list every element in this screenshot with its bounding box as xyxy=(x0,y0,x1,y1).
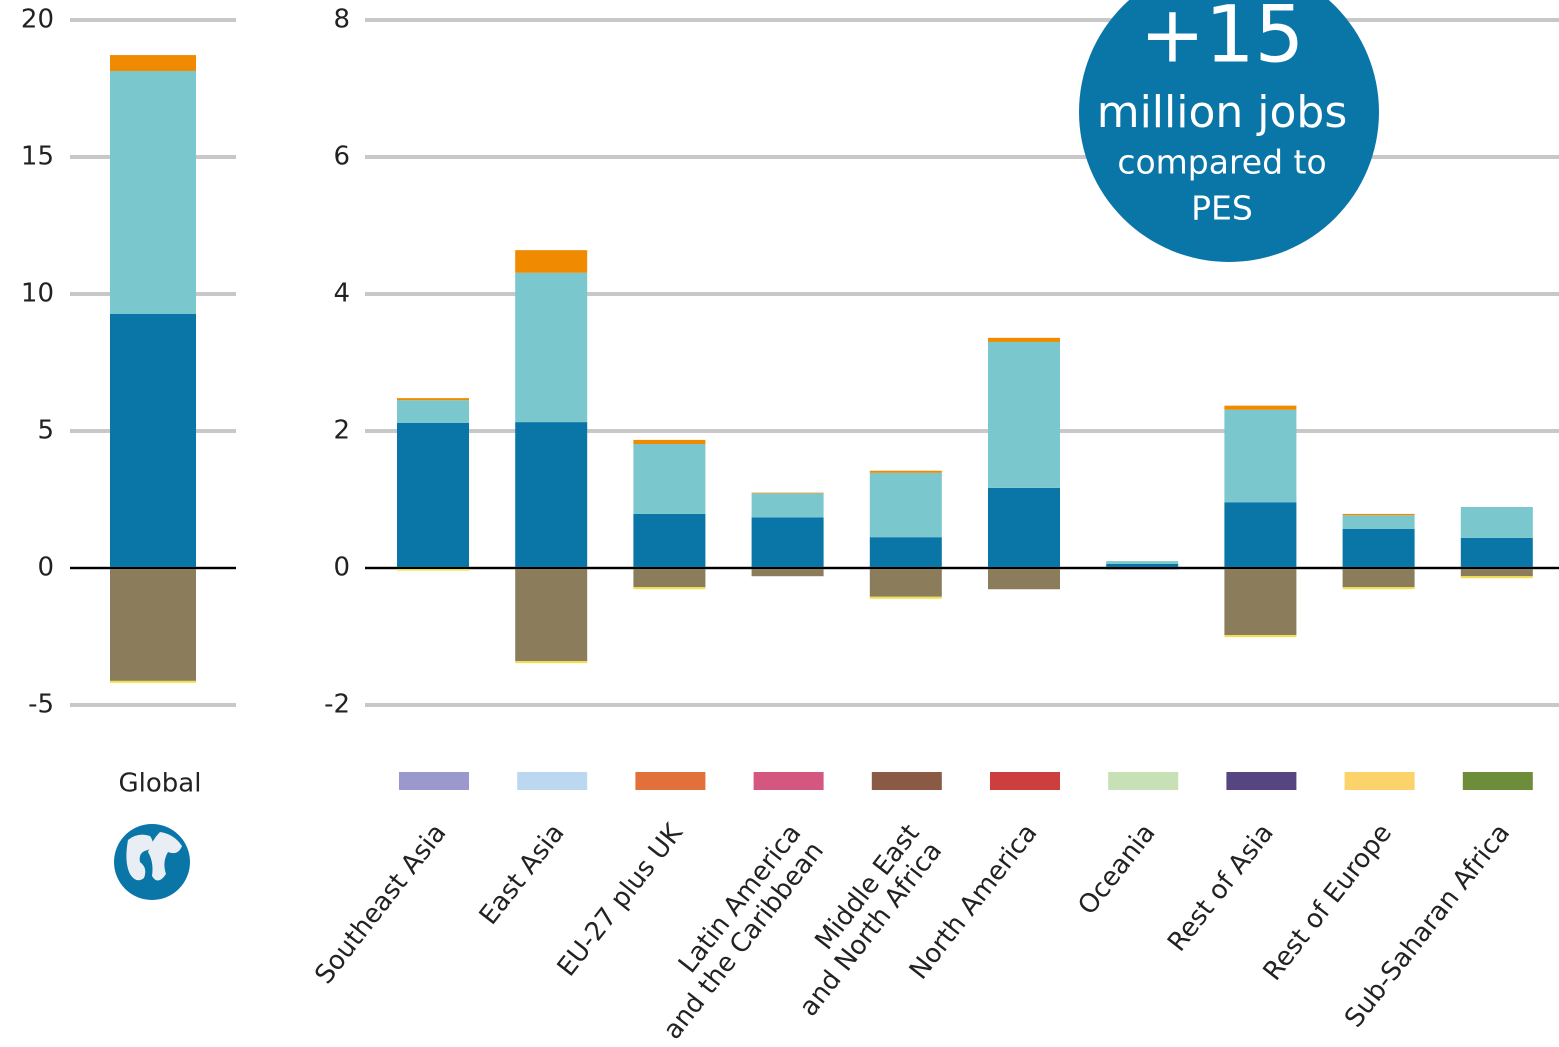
bar-segment xyxy=(515,422,588,568)
category-swatch xyxy=(1226,772,1297,790)
bar-segment xyxy=(1460,507,1533,538)
y-tick-label: 4 xyxy=(333,279,350,309)
bar-segment xyxy=(869,537,942,568)
y-tick-label: 10 xyxy=(21,279,54,309)
bar-segment xyxy=(633,568,706,588)
bar-segment xyxy=(1460,576,1533,579)
bar-segment xyxy=(110,568,196,681)
bar-segment xyxy=(988,568,1060,590)
x-tick-label: Oceania xyxy=(1073,818,1162,920)
category-swatch xyxy=(1462,772,1533,790)
y-tick-label: 2 xyxy=(333,416,350,446)
category-swatch xyxy=(753,772,824,790)
x-tick-label: Southeast Asia xyxy=(309,818,452,989)
bar-segment xyxy=(751,568,824,577)
category-swatch xyxy=(1344,772,1415,790)
bar-segment xyxy=(633,444,706,514)
bar-segment xyxy=(515,568,588,662)
bar-segment xyxy=(1342,513,1415,516)
annotation-text: +15 xyxy=(1140,0,1305,80)
category-swatch xyxy=(1108,772,1179,790)
x-tick-label: Rest of Asia xyxy=(1162,818,1280,957)
y-tick-label: 0 xyxy=(333,553,350,583)
bar-segment xyxy=(988,487,1060,568)
bar-segment xyxy=(633,513,706,568)
category-swatch xyxy=(517,772,588,790)
bar-segment xyxy=(1224,409,1297,503)
x-tick-label: Global xyxy=(119,769,202,799)
bar-segment xyxy=(869,470,942,473)
bar-segment xyxy=(1106,561,1179,564)
bar-segment xyxy=(397,398,469,401)
annotation-bubble xyxy=(1079,0,1379,262)
bar-segment xyxy=(110,70,196,315)
bar-segment xyxy=(988,337,1060,342)
bar-segment xyxy=(1106,563,1179,568)
x-tick-label: EU-27 plus UK xyxy=(552,818,690,982)
bar-segment xyxy=(869,568,942,597)
bar-segment xyxy=(869,596,942,599)
bar-segment xyxy=(1224,568,1297,636)
bar-segment xyxy=(515,661,588,664)
bar-segment xyxy=(1342,568,1415,588)
bar-segment xyxy=(397,568,469,571)
y-tick-label: 0 xyxy=(37,553,54,583)
bar-segment xyxy=(515,272,588,423)
bar-segment xyxy=(397,400,469,423)
bar-segment xyxy=(633,439,706,445)
y-tick-label: 5 xyxy=(37,416,54,446)
y-tick-label: 20 xyxy=(21,5,54,35)
x-tick-label: East Asia xyxy=(474,818,571,930)
y-tick-label: 8 xyxy=(333,5,350,35)
bar-segment xyxy=(1224,502,1297,568)
bar-segment xyxy=(1460,537,1533,568)
bar-segment xyxy=(110,55,196,71)
bar-segment xyxy=(397,422,469,568)
bar-segment xyxy=(869,472,942,538)
annotation-text: million jobs xyxy=(1097,87,1348,138)
bar-segment xyxy=(988,341,1060,488)
bar-segment xyxy=(515,250,588,273)
annotation-text: PES xyxy=(1191,189,1253,228)
category-swatch xyxy=(871,772,942,790)
bar-segment xyxy=(751,517,824,568)
y-tick-label: 6 xyxy=(333,142,350,172)
bar-segment xyxy=(1342,528,1415,568)
annotation-text: compared to xyxy=(1117,143,1326,182)
category-swatch xyxy=(990,772,1060,790)
bar-segment xyxy=(751,492,824,494)
category-swatch xyxy=(635,772,706,790)
x-tick-label: Rest of Europe xyxy=(1258,818,1398,986)
y-tick-label: -5 xyxy=(28,690,54,720)
bar-segment xyxy=(110,680,196,683)
y-tick-label: -2 xyxy=(324,690,350,720)
bar-segment xyxy=(1460,568,1533,577)
y-tick-label: 15 xyxy=(21,142,54,172)
bar-segment xyxy=(751,493,824,518)
bar-segment xyxy=(110,314,196,568)
bar-segment xyxy=(633,587,706,590)
bar-segment xyxy=(1342,515,1415,529)
bar-segment xyxy=(1224,405,1297,410)
bar-segment xyxy=(1224,635,1297,638)
globe-icon xyxy=(114,824,190,900)
bar-segment xyxy=(1342,587,1415,590)
category-swatch xyxy=(399,772,469,790)
